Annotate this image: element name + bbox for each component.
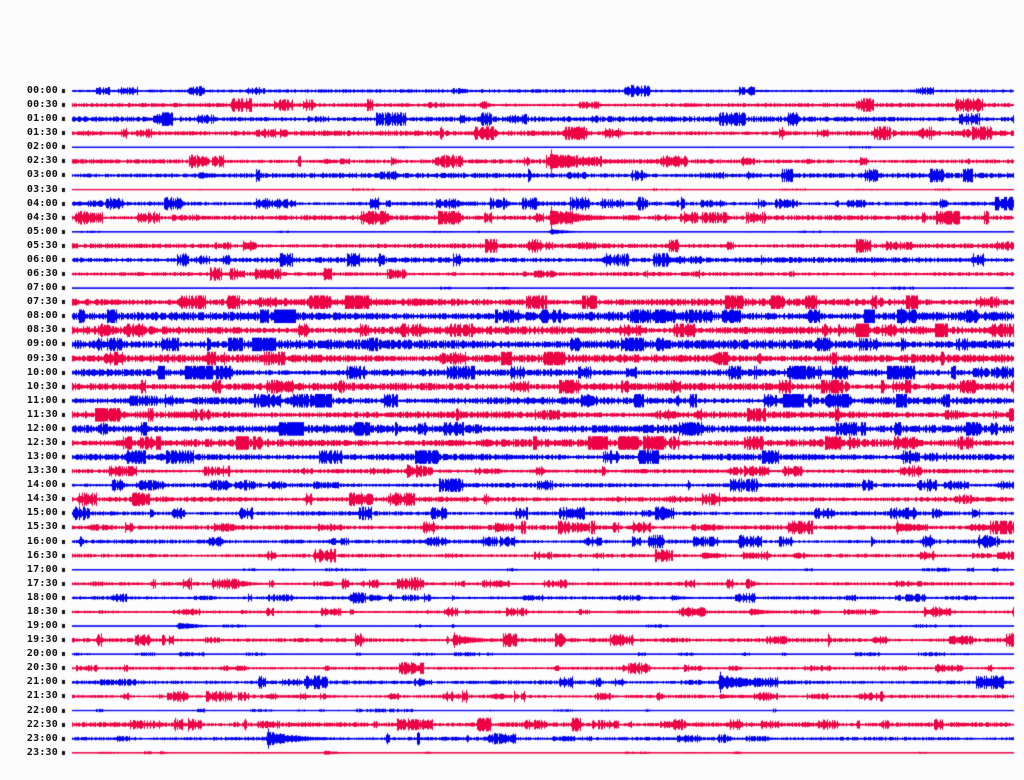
time-tick-label: 00:00	[26, 85, 58, 96]
time-tick-label: 16:00	[26, 535, 58, 547]
time-tick-label: 23:00	[26, 732, 58, 744]
time-tick-label: 11:00	[26, 394, 58, 406]
time-tick-label: 15:30	[26, 521, 58, 533]
time-tick-label: 20:30	[26, 662, 58, 674]
time-tick-label: 12:00	[26, 422, 58, 434]
time-tick-label: 04:30	[26, 211, 58, 223]
time-tick-label: 14:30	[26, 493, 58, 505]
time-tick-label: 15:00	[26, 507, 58, 519]
time-tick-label: 19:30	[26, 634, 58, 646]
time-tick-label: 09:00	[26, 338, 58, 350]
time-tick-label: 13:30	[26, 465, 58, 477]
time-tick-label: 18:00	[26, 591, 58, 603]
time-tick-label: 20:00	[26, 648, 58, 660]
time-tick-label: 02:30	[26, 155, 58, 167]
time-tick-label: 06:00	[26, 253, 58, 265]
time-tick-label: 01:30	[26, 127, 58, 139]
time-tick-label: 13:00	[26, 451, 58, 463]
time-tick-label: 00:30	[26, 99, 58, 111]
time-tick-label: 21:30	[26, 690, 58, 702]
time-tick-label: 05:30	[26, 239, 58, 251]
time-tick-label: 10:00	[26, 366, 58, 378]
time-tick-label: 09:30	[26, 352, 58, 364]
time-tick-label: 03:00	[26, 169, 58, 181]
time-tick-label: 21:00	[26, 676, 58, 688]
time-tick-label: 08:00	[26, 310, 58, 322]
time-tick-label: 17:00	[26, 563, 58, 575]
time-tick-label: 19:00	[26, 620, 58, 632]
time-tick-label: 18:30	[26, 605, 58, 617]
time-tick-label: 07:00	[26, 282, 58, 294]
time-tick-label: 22:30	[26, 718, 58, 730]
time-tick-label: 05:00	[26, 225, 58, 237]
time-tick-label: 02:00	[26, 141, 58, 153]
time-tick-label: 10:30	[26, 380, 58, 392]
time-tick-label: 04:00	[26, 197, 58, 209]
time-tick-label: 06:30	[26, 268, 58, 280]
time-tick-label: 12:30	[26, 437, 58, 448]
time-tick-label: 14:00	[26, 479, 58, 491]
time-tick-label: 16:30	[26, 549, 58, 561]
time-tick-label: 17:30	[26, 577, 58, 589]
time-tick-label: 08:30	[26, 324, 58, 336]
time-tick-label: 23:30	[26, 746, 58, 758]
time-tick-label: 11:30	[26, 408, 58, 420]
time-tick-label: 07:30	[26, 296, 58, 308]
time-tick-label: 01:00	[26, 113, 58, 125]
time-tick-label: 22:00	[26, 704, 58, 716]
time-tick-label: 03:30	[26, 183, 58, 195]
time-axis: 00:00 00:30 01:00 01:30 02:00 02:30 03:00 03:30…	[0, 0, 72, 780]
